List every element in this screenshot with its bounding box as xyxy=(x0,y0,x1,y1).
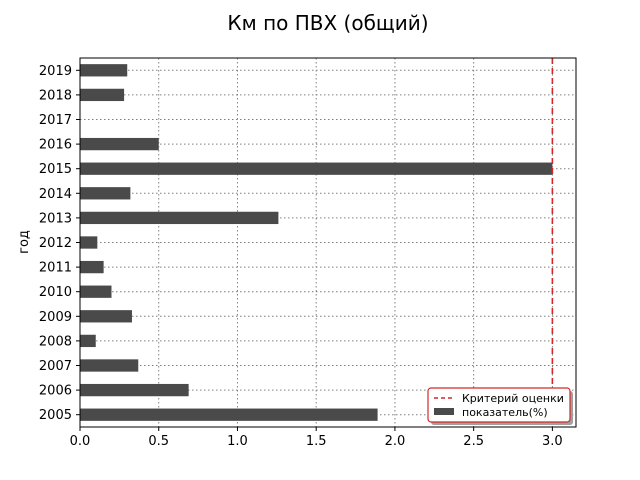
legend-series-label: показатель(%) xyxy=(462,406,548,419)
y-tick-label: 2017 xyxy=(39,113,72,128)
bar-2019 xyxy=(80,64,128,77)
legend-series-swatch xyxy=(434,408,454,415)
y-tick-label: 2012 xyxy=(39,236,72,251)
bar-2014 xyxy=(80,187,131,200)
y-tick-label: 2011 xyxy=(39,261,72,276)
bar-2012 xyxy=(80,236,98,249)
y-tick-label: 2005 xyxy=(39,408,72,423)
y-tick-label: 2018 xyxy=(39,88,72,103)
y-axis-title: год xyxy=(17,230,32,254)
y-tick-label: 2013 xyxy=(39,211,72,226)
bar-2006 xyxy=(80,383,189,397)
chart-title: Км по ПВХ (общий) xyxy=(227,11,428,35)
bar-2016 xyxy=(80,137,159,151)
y-tick-label: 2019 xyxy=(39,64,72,79)
y-tick-label: 2015 xyxy=(39,162,72,177)
bar-2015 xyxy=(80,162,553,175)
y-tick-label: 2014 xyxy=(39,187,72,202)
legend-box xyxy=(427,387,571,423)
x-tick-label: 2.5 xyxy=(463,434,484,449)
bar-2008 xyxy=(80,334,96,348)
bar-2009 xyxy=(80,310,132,323)
x-tick-label: 1.0 xyxy=(227,434,248,449)
bar-2005 xyxy=(80,408,378,421)
y-tick-label: 2010 xyxy=(39,285,72,300)
y-tick-label: 2006 xyxy=(39,384,72,399)
y-tick-label: 2009 xyxy=(39,310,72,325)
bar-2007 xyxy=(80,359,139,372)
x-tick-label: 2.0 xyxy=(385,434,406,449)
bar-2013 xyxy=(80,211,279,225)
y-tick-label: 2007 xyxy=(39,359,72,374)
y-tick-label: 2008 xyxy=(39,334,72,349)
bar-2018 xyxy=(80,88,125,102)
bar-2011 xyxy=(80,260,104,274)
bar-2010 xyxy=(80,285,112,298)
legend-criterion-label: Критерий оценки xyxy=(462,392,564,405)
x-tick-label: 1.5 xyxy=(306,434,327,449)
x-tick-label: 0.5 xyxy=(148,434,169,449)
x-tick-label: 0.0 xyxy=(70,434,91,449)
x-tick-label: 3.0 xyxy=(542,434,563,449)
y-tick-label: 2016 xyxy=(39,138,72,153)
